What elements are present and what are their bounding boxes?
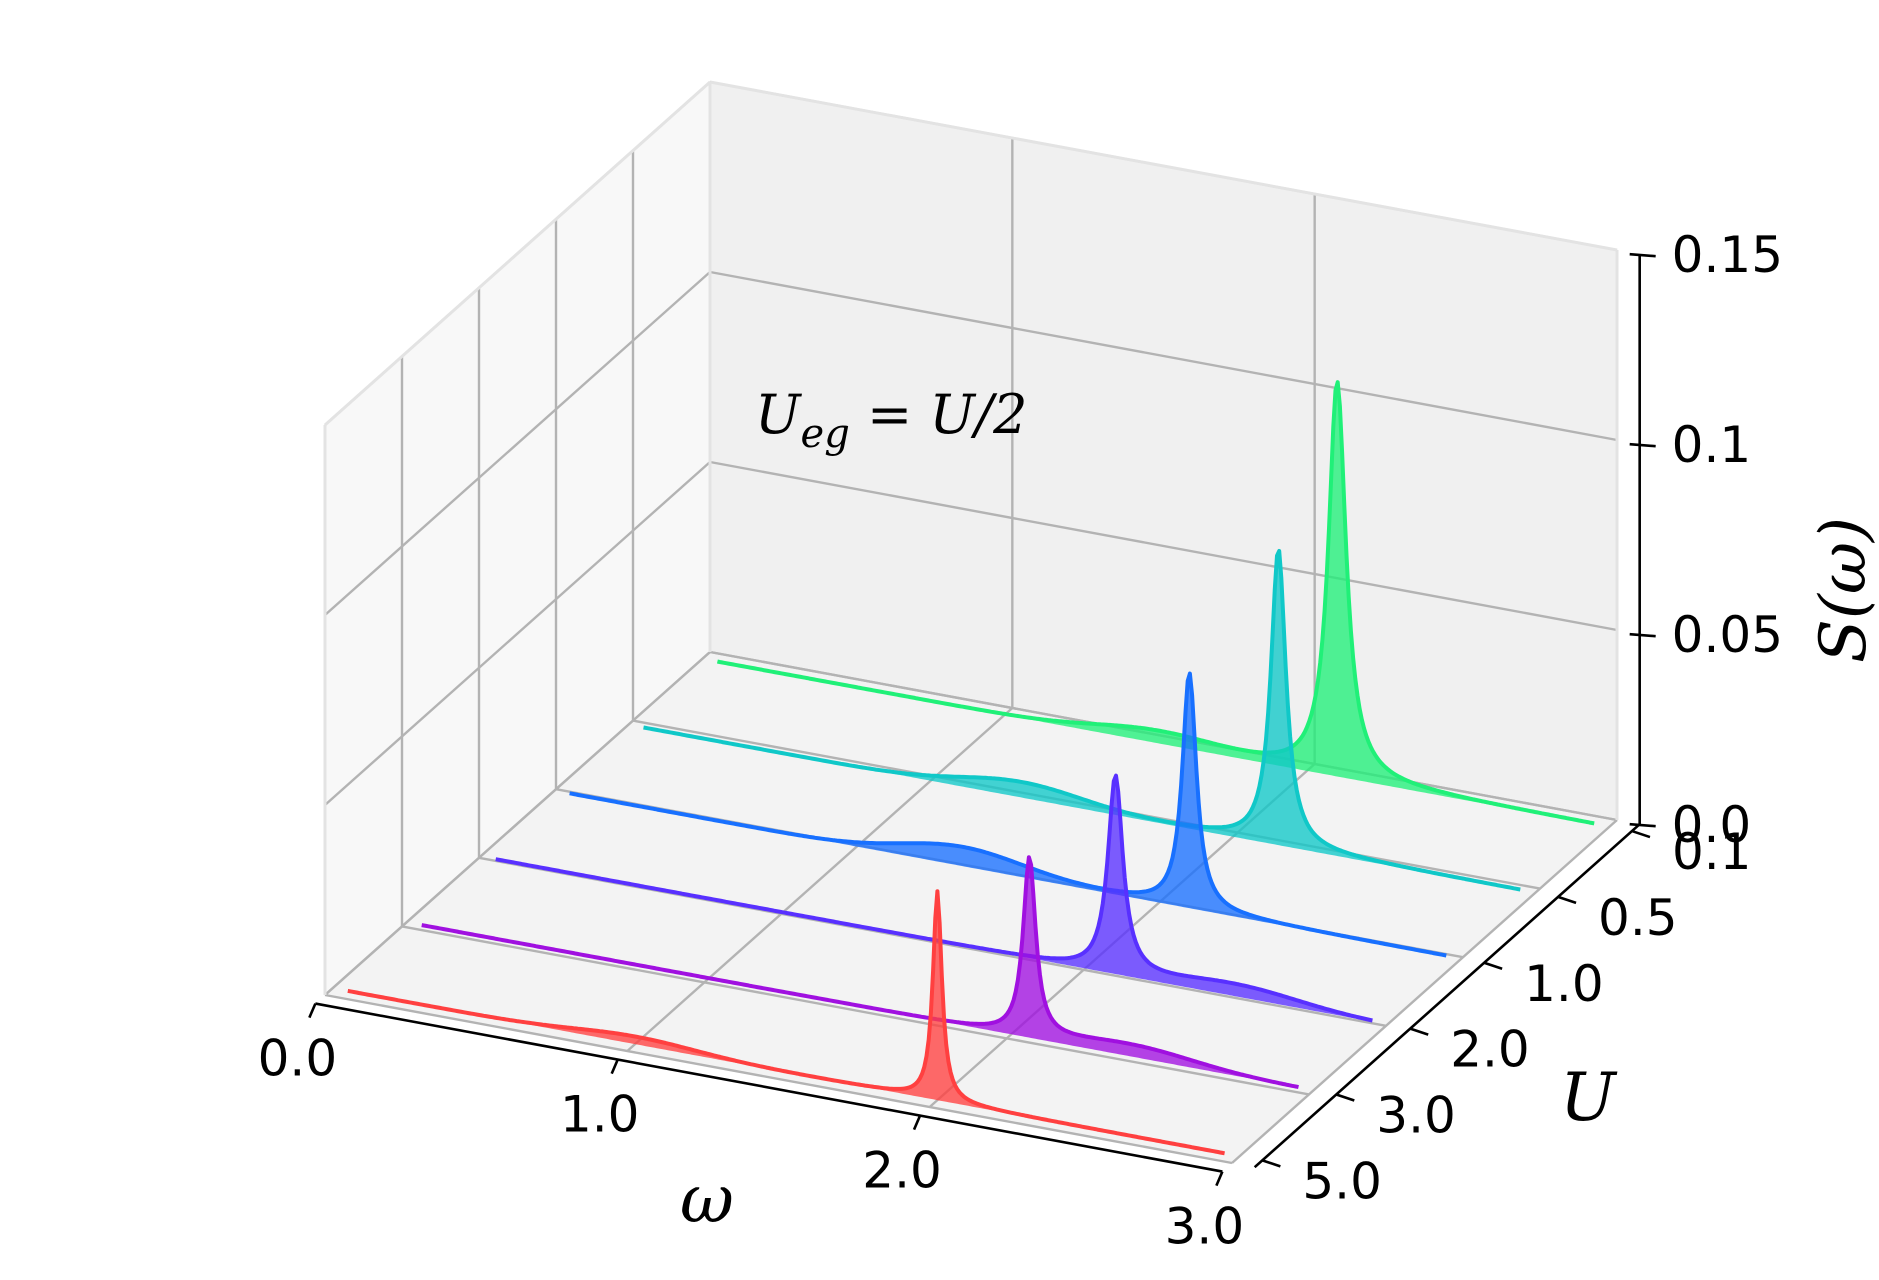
grid-line: [1231, 819, 1618, 1164]
x-tick-label: 3.0: [1165, 1198, 1245, 1256]
x-tick-label: 2.0: [862, 1142, 942, 1200]
z-tick-label: 0.0: [1672, 796, 1752, 854]
y-tick: [1409, 1027, 1429, 1036]
series-line-U-1.0: [569, 671, 1447, 958]
axis-lines: [308, 252, 1656, 1187]
z-tick-label: 0.05: [1672, 606, 1783, 664]
x-tick: [308, 1003, 317, 1019]
annotation-sub: eg: [801, 411, 850, 457]
grid-line: [709, 460, 1618, 632]
y-tick: [1631, 829, 1651, 839]
grid-line: [709, 270, 1618, 442]
grid-line: [324, 651, 711, 996]
z-tick: [1629, 252, 1656, 258]
axes-panes: [325, 82, 1617, 1163]
x-axis-label: ω: [680, 1161, 734, 1238]
tick-labels: 0.0 1.0 2.0 3.0 0.1 0.5 1.0 2.0 3.0 5.0 0.0 0.05 0.1…: [258, 226, 1783, 1255]
series-line-U-0.5: [643, 548, 1521, 892]
series-line-U-3.0: [421, 855, 1299, 1090]
y-axis-line: [1253, 823, 1641, 1169]
y-tick-label: 3.0: [1376, 1086, 1456, 1144]
z-axis-label: S(ω): [1807, 517, 1879, 663]
annotation-rest: = U/2: [850, 383, 1028, 446]
x-tick: [610, 1059, 619, 1075]
y-tick-label: 0.1: [1672, 823, 1752, 881]
series-line-U-0.1: [716, 380, 1595, 826]
z-tick: [1629, 442, 1656, 448]
x-tick-label: 1.0: [560, 1086, 640, 1144]
z-tick: [1629, 822, 1656, 828]
y-axis-label: U: [1560, 1059, 1618, 1136]
grid-line: [324, 271, 711, 616]
x-tick: [912, 1115, 922, 1131]
y-tick-label: 5.0: [1302, 1152, 1382, 1210]
y-tick: [1557, 895, 1577, 905]
x-axis-line: [315, 1002, 1223, 1173]
grid-line: [324, 993, 1233, 1165]
annotation: Ueg = U/2: [755, 383, 1027, 457]
pane-edge: [709, 80, 1618, 252]
grid-line: [401, 925, 1310, 1096]
series-line-U-5.0: [347, 889, 1225, 1156]
z-tick-label: 0.1: [1672, 416, 1752, 474]
series-area-U-0.1: [717, 382, 1595, 825]
y-tick-label: 0.5: [1598, 889, 1678, 947]
grid-line: [324, 461, 711, 806]
y-tick: [1335, 1093, 1355, 1102]
y-tick: [1261, 1159, 1281, 1168]
z-tick: [1629, 632, 1656, 638]
grid-line: [626, 707, 1014, 1052]
y-tick-label: 1.0: [1524, 955, 1604, 1013]
annotation-main: U: [755, 383, 802, 446]
z-tick-label: 0.15: [1672, 226, 1783, 284]
y-tick: [1483, 961, 1503, 971]
x-tick-label: 0.0: [258, 1030, 338, 1088]
x-tick: [1215, 1171, 1224, 1187]
y-tick-label: 2.0: [1450, 1021, 1530, 1079]
series-group: [347, 380, 1595, 1156]
back-wall-pane: [710, 82, 1617, 820]
left-wall-pane: [325, 82, 710, 995]
pane-edge: [324, 80, 711, 427]
